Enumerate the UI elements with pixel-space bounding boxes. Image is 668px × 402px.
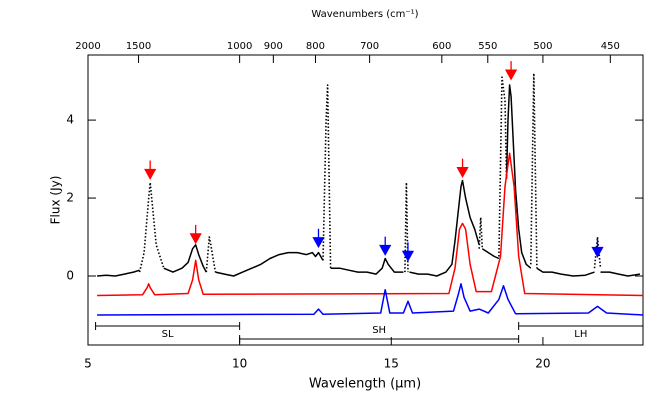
top-tick-label: 2000 (75, 41, 100, 52)
module-range (95, 322, 241, 330)
x-tick-label: 15 (384, 357, 399, 371)
x-axis-title: Wavelength (μm) (309, 377, 421, 392)
module-range (518, 322, 644, 330)
x-tick-label: 5 (84, 357, 92, 371)
top-tick-label: 600 (432, 41, 451, 52)
module-label: SL (162, 329, 174, 340)
x-tick-label: 20 (535, 357, 550, 371)
module-label: SH (372, 325, 386, 336)
spectrum-line (97, 283, 644, 316)
top-tick-label: 550 (478, 41, 497, 52)
top-tick-label: 1500 (126, 41, 151, 52)
arrow (144, 160, 157, 180)
arrow (591, 238, 604, 258)
plot-frame (87, 54, 644, 346)
top-tick-label: 1000 (227, 41, 252, 52)
top-tick-label: 900 (264, 41, 283, 52)
y-tick-label: 4 (66, 113, 74, 127)
top-axis-title: Wavenumbers (cm⁻¹) (311, 9, 418, 20)
module-range (239, 335, 520, 343)
y-tick-label: 2 (66, 191, 74, 205)
arrow (401, 242, 415, 262)
arrow (504, 61, 518, 81)
arrow (312, 228, 325, 249)
x-tick-label: 10 (232, 357, 247, 371)
spectrum-line (97, 84, 641, 277)
y-axis-title: Flux (Jy) (49, 176, 63, 225)
top-tick-label: 450 (601, 41, 620, 52)
module-label: LH (574, 329, 587, 340)
arrow (379, 236, 392, 256)
arrow (456, 158, 469, 178)
arrow (189, 224, 202, 245)
top-tick-label: 500 (533, 41, 552, 52)
y-tick-label: 0 (66, 269, 74, 283)
top-tick-label: 800 (306, 41, 325, 52)
spectrum-line (97, 152, 644, 297)
top-tick-label: 700 (360, 41, 379, 52)
spectrum-line (138, 72, 602, 273)
